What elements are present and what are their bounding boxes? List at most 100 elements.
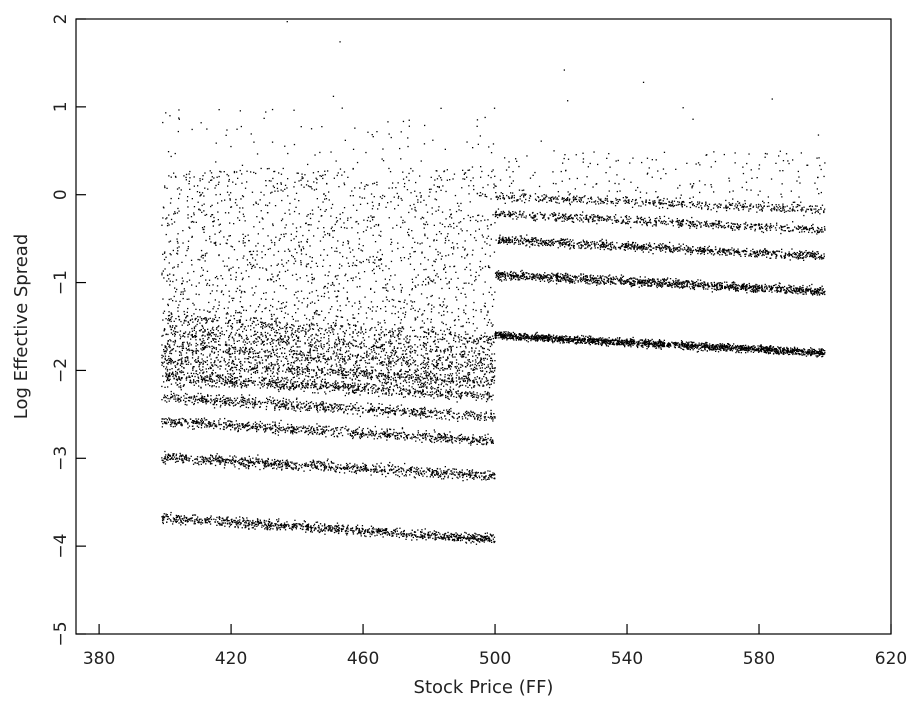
- data-point: [376, 437, 379, 440]
- data-point: [181, 357, 183, 359]
- data-point: [296, 367, 299, 370]
- data-point: [405, 390, 407, 392]
- data-point: [450, 439, 452, 441]
- data-point: [428, 373, 431, 375]
- data-point: [458, 395, 460, 398]
- data-point: [282, 524, 285, 526]
- data-point: [472, 396, 474, 398]
- data-point: [415, 378, 417, 381]
- data-point: [414, 379, 416, 381]
- data-point: [456, 401, 458, 403]
- data-point: [197, 344, 199, 346]
- data-point: [228, 376, 230, 378]
- data-point: [247, 425, 249, 427]
- data-point: [164, 422, 166, 424]
- data-point: [471, 469, 474, 471]
- data-point: [272, 366, 275, 368]
- data-point: [213, 420, 215, 422]
- data-point: [374, 392, 376, 394]
- data-point: [332, 369, 334, 371]
- data-point: [291, 367, 293, 370]
- data-point: [379, 533, 382, 536]
- data-point: [488, 397, 490, 399]
- data-point: [405, 471, 408, 473]
- data-point: [234, 358, 237, 360]
- data-point: [167, 374, 169, 376]
- data-point: [479, 441, 481, 443]
- data-point: [265, 524, 268, 527]
- data-point: [476, 394, 478, 396]
- data-point: [274, 424, 276, 427]
- data-point: [362, 428, 364, 430]
- data-point: [417, 381, 419, 383]
- data-point: [169, 424, 172, 426]
- data-point: [294, 428, 296, 430]
- data-point: [421, 537, 424, 540]
- data-point: [395, 431, 397, 434]
- data-point: [302, 371, 304, 373]
- data-point: [215, 347, 217, 349]
- data-point: [220, 400, 222, 403]
- data-point: [179, 364, 182, 366]
- data-point: [287, 408, 289, 410]
- data-point: [441, 411, 443, 414]
- data-point: [406, 371, 408, 373]
- data-point: [219, 462, 221, 464]
- data-point: [284, 525, 286, 527]
- data-point: [286, 464, 288, 466]
- data-point: [346, 413, 349, 415]
- data-point: [329, 371, 331, 374]
- data-point: [422, 475, 424, 477]
- data-point: [469, 415, 471, 417]
- data-point: [335, 527, 337, 529]
- data-point: [421, 394, 423, 396]
- data-point: [472, 411, 474, 413]
- data-point: [364, 535, 366, 537]
- data-point: [484, 416, 487, 418]
- data-point: [164, 461, 166, 463]
- data-point: [296, 406, 298, 408]
- data-point: [262, 461, 264, 463]
- data-point: [175, 521, 177, 523]
- data-point: [475, 475, 477, 478]
- data-point: [436, 534, 438, 536]
- data-point: [172, 419, 175, 422]
- data-point: [255, 523, 258, 525]
- data-point: [402, 376, 404, 378]
- data-point: [291, 468, 293, 470]
- data-point: [266, 465, 268, 468]
- data-point: [373, 387, 375, 389]
- data-point: [486, 532, 488, 534]
- data-point: [168, 518, 170, 520]
- data-point: [370, 470, 372, 472]
- data-point: [424, 436, 426, 438]
- data-point: [339, 429, 342, 431]
- data-point: [403, 470, 405, 472]
- data-point: [458, 378, 460, 380]
- data-point: [272, 425, 274, 427]
- data-point: [347, 466, 350, 468]
- data-point: [210, 518, 213, 521]
- data-point: [419, 415, 421, 417]
- data-point: [467, 438, 469, 440]
- data-point: [474, 412, 476, 414]
- data-point: [203, 457, 205, 459]
- data-point: [206, 521, 208, 524]
- data-point: [376, 471, 378, 473]
- data-point: [359, 434, 361, 436]
- data-point: [279, 527, 281, 529]
- data-point: [239, 463, 241, 466]
- data-point: [332, 353, 334, 355]
- data-point: [183, 456, 186, 458]
- data-point: [161, 399, 163, 401]
- data-point: [340, 370, 343, 372]
- data-point: [276, 526, 278, 528]
- data-point: [232, 458, 234, 460]
- data-point: [341, 434, 344, 437]
- data-point: [474, 535, 476, 537]
- data-point: [320, 465, 322, 467]
- data-point: [366, 369, 368, 371]
- data-point: [205, 463, 207, 465]
- data-point: [433, 533, 435, 536]
- data-point: [303, 520, 305, 522]
